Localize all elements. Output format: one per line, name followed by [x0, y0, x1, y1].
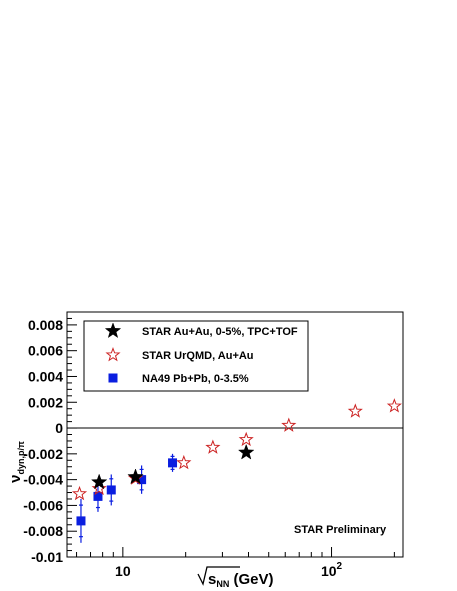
y-axis-title-main: ν — [7, 475, 24, 483]
data-point — [205, 439, 221, 454]
y-tick-label: -0.01 — [31, 549, 63, 565]
y-tick-label: -0.008 — [23, 523, 63, 539]
legend-marker — [104, 322, 122, 339]
data-point — [93, 491, 103, 501]
data-point — [281, 417, 297, 432]
data-point — [168, 458, 178, 468]
data-point — [106, 485, 116, 495]
y-axis: 0.008 0.006 0.004 0.002 0 -0.002 -0.004 -0.006 -… — [23, 311, 77, 565]
x-tick-label: 10 — [115, 563, 131, 579]
legend: STAR Au+Au, 0-5%, TPC+TOF STAR UrQMD, Au+… — [83, 320, 309, 392]
x-axis-title-sub: NN — [216, 579, 229, 589]
data-point — [386, 398, 402, 413]
data-point — [347, 403, 363, 418]
data-point — [237, 443, 255, 460]
y-tick-label: -0.006 — [23, 497, 63, 513]
x-axis-title-main: s — [208, 571, 216, 588]
data-point — [127, 468, 144, 485]
sqrt-sign — [197, 566, 240, 586]
y-tick-label: 0.002 — [28, 394, 63, 410]
legend-box — [83, 320, 309, 392]
x-tick-label: 102 — [321, 561, 343, 579]
x-axis-title: sNN (GeV) — [197, 566, 274, 589]
legend-marker — [105, 347, 121, 362]
y-tick-label: 0.006 — [28, 343, 63, 359]
data-point — [91, 480, 107, 496]
y-tick-label: -0.004 — [23, 472, 63, 488]
data-point — [76, 516, 86, 526]
y-axis-title-sub: dyn,p/π — [16, 441, 26, 474]
y-tick-label: -0.002 — [23, 446, 63, 462]
y-tick-label: 0 — [55, 420, 63, 436]
error-bars — [78, 453, 175, 543]
y-axis-title: νdyn,p/π — [7, 441, 26, 483]
data-point — [176, 454, 192, 470]
data-point — [137, 475, 147, 485]
y-tick-label: 0.004 — [28, 368, 63, 384]
data-point — [238, 431, 254, 447]
legend-label: STAR Au+Au, 0-5%, TPC+TOF — [142, 326, 298, 338]
data-point — [71, 485, 88, 501]
data-point — [90, 473, 108, 490]
x-axis: 10 102 — [76, 547, 395, 579]
y-tick-label: 0.008 — [28, 317, 63, 333]
legend-label: STAR UrQMD, Au+Au — [142, 350, 254, 362]
legend-label: NA49 Pb+Pb, 0-3.5% — [142, 373, 249, 385]
x-axis-title-unit: (GeV) — [229, 571, 273, 588]
svg-text:sNN (GeV): sNN (GeV) — [208, 571, 274, 589]
legend-marker — [108, 373, 118, 383]
svg-text:νdyn,p/π: νdyn,p/π — [7, 441, 26, 483]
annotation-star-preliminary: STAR Preliminary — [294, 524, 387, 536]
data-markers — [71, 398, 402, 526]
